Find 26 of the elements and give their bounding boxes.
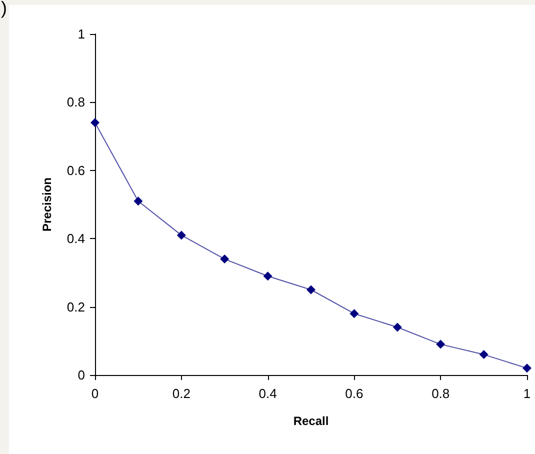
- y-tick-label: 1: [78, 26, 85, 42]
- point: [306, 285, 316, 294]
- x-tick-label: 0.6: [345, 386, 364, 401]
- x-axis-title: Recall: [293, 414, 329, 428]
- x-tick-label: 0.8: [432, 386, 450, 401]
- x-tick-label: 0.4: [258, 386, 277, 401]
- point: [436, 340, 446, 349]
- y-tick-label: 0.2: [66, 299, 85, 314]
- point: [522, 364, 532, 373]
- point: [392, 322, 402, 332]
- y-tick-label: 0.4: [66, 231, 85, 246]
- point: [176, 230, 186, 240]
- x-tick-label: 1: [523, 386, 531, 401]
- y-tick-label: 0.6: [66, 162, 85, 178]
- y-tick-label: 0: [78, 368, 85, 382]
- point: [220, 254, 230, 264]
- x-tick-label: 0: [91, 386, 99, 401]
- point: [479, 350, 488, 360]
- point: [263, 272, 272, 281]
- point: [134, 196, 143, 206]
- point: [90, 118, 100, 128]
- y-axis-title: Precision: [40, 177, 54, 232]
- point: [350, 309, 359, 318]
- x-tick-label: 0.2: [172, 386, 190, 401]
- y-tick-label: 0.8: [66, 94, 85, 110]
- text: ): [1, 0, 7, 19]
